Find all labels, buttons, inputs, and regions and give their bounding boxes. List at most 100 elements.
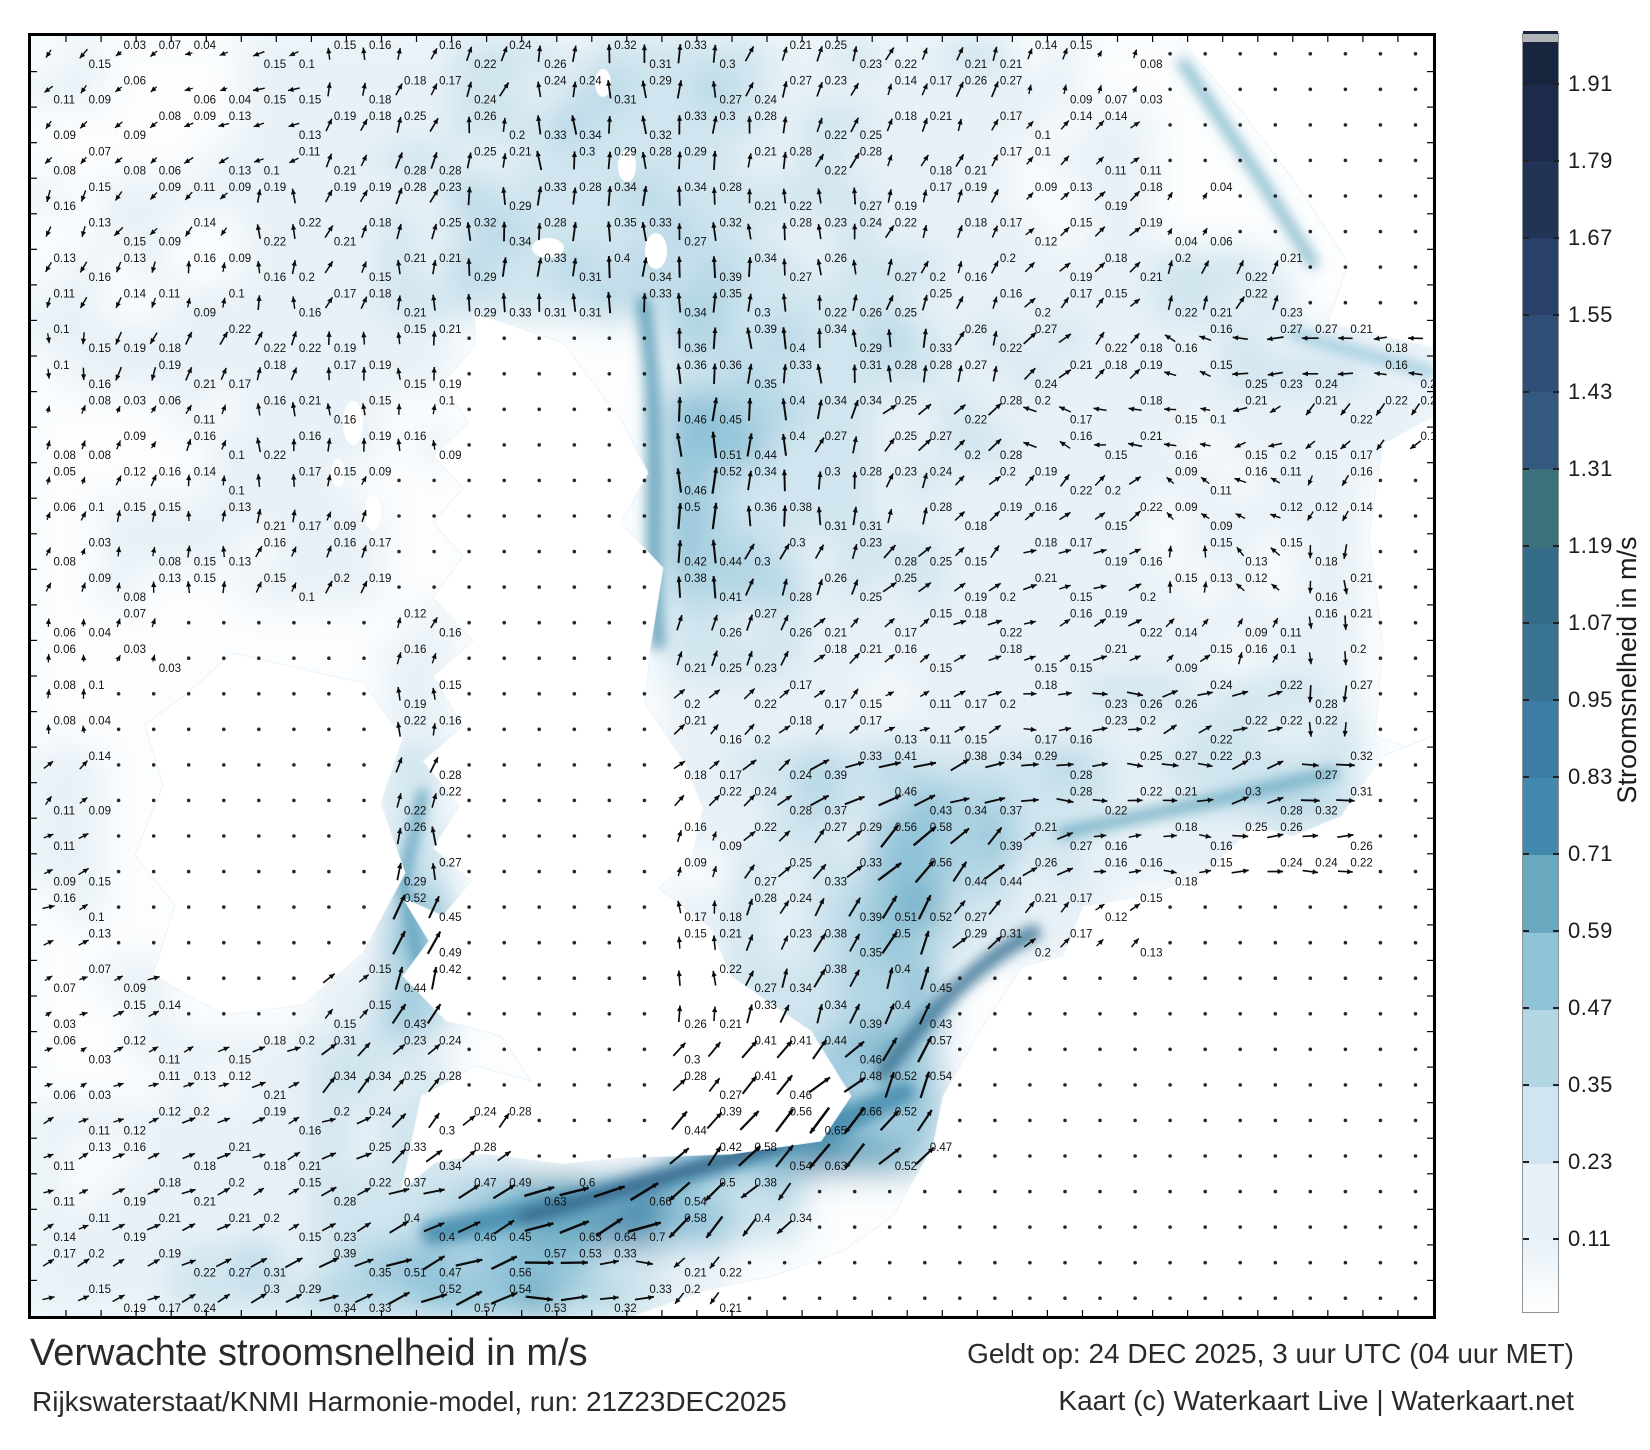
colorbar-tick-mark [1523, 776, 1529, 778]
speed-label: 0.06 [54, 502, 76, 514]
grid-dot [1098, 1296, 1102, 1300]
grid-dot [1168, 1012, 1172, 1016]
speed-label: 0.34 [684, 182, 707, 194]
grid-dot [817, 1296, 822, 1300]
speed-label: 0.09 [1175, 466, 1197, 478]
speed-label: 0.27 [825, 431, 847, 443]
grid-dot [502, 940, 507, 945]
speed-label: 0.1 [89, 502, 105, 514]
grid-dot [1133, 1012, 1137, 1016]
grid-dot [537, 1118, 541, 1123]
grid-dot [362, 620, 366, 625]
speed-label: 0.19 [334, 182, 356, 194]
speed-label: 0.25 [439, 218, 461, 230]
speed-label: 0.21 [720, 929, 742, 941]
speed-label: 0.34 [755, 466, 778, 478]
grid-dot [1413, 158, 1418, 163]
speed-label: 0.2 [229, 1178, 245, 1190]
speed-label: 0.11 [54, 94, 76, 106]
grid-dot [1343, 123, 1348, 127]
grid-dot [1413, 1083, 1418, 1087]
grid-dot [537, 834, 541, 838]
speed-label: 0.1 [89, 912, 105, 924]
grid-dot [151, 940, 156, 945]
speed-label: 0.26 [825, 253, 847, 265]
grid-dot [1063, 1012, 1067, 1016]
grid-dot [1378, 656, 1383, 660]
speed-label: 0.18 [1140, 343, 1162, 355]
speed-label: 0.07 [159, 40, 181, 52]
speed-label: 0.38 [684, 573, 706, 585]
speed-label: 0.13 [54, 253, 76, 265]
speed-label: 0.21 [194, 1197, 216, 1209]
grid-dot [1238, 1225, 1242, 1229]
speed-label: 0.35 [614, 218, 636, 230]
grid-dot [1413, 549, 1418, 554]
speed-label: 0.31 [1350, 786, 1372, 798]
speed-label: 0.23 [439, 182, 461, 194]
speed-label: 0.23 [860, 59, 882, 71]
grid-dot [1098, 1225, 1102, 1229]
grid-dot [1343, 265, 1348, 269]
speed-label: 0.12 [1245, 573, 1267, 585]
speed-label: 0.08 [54, 715, 76, 727]
speed-label: 0.16 [1035, 502, 1057, 514]
speed-label: 0.15 [264, 573, 286, 585]
grid-dot [537, 763, 541, 767]
speed-label: 0.15 [1035, 663, 1057, 675]
grid-dot [186, 834, 191, 838]
grid-dot [1133, 1189, 1137, 1194]
speed-label: 0.15 [930, 609, 952, 621]
colorbar-tick-mark [1553, 1238, 1559, 1240]
speed-label: 0.22 [720, 786, 742, 798]
speed-label: 0.12 [1315, 502, 1337, 514]
speed-label: 0.16 [684, 822, 706, 834]
colorbar-tick-mark [1523, 391, 1529, 393]
speed-label: 0.24 [439, 1035, 462, 1047]
grid-dot [642, 1118, 647, 1123]
grid-dot [852, 1225, 857, 1229]
speed-label: 0.18 [965, 218, 987, 230]
speed-label: 0.08 [89, 450, 111, 462]
colorbar-tick-mark [1553, 1084, 1559, 1086]
speed-label: 0.2 [1280, 450, 1296, 462]
speed-label: 0.09 [159, 237, 181, 249]
grid-dot [572, 1083, 577, 1087]
speed-label: 0.27 [790, 75, 812, 87]
speed-label: 0.29 [614, 146, 636, 158]
grid-dot [1343, 52, 1348, 56]
grid-dot [257, 976, 261, 980]
grid-dot [362, 869, 366, 874]
grid-dot [572, 1047, 577, 1052]
speed-label: 0.14 [89, 751, 112, 763]
grid-dot [1238, 1260, 1242, 1265]
grid-dot [502, 336, 507, 341]
grid-dot [642, 940, 647, 945]
speed-label: 0.27 [1175, 751, 1197, 763]
grid-dot [887, 1189, 892, 1194]
speed-label: 0.21 [509, 146, 531, 158]
grid-dot [1413, 1225, 1418, 1229]
speed-label: 0.33 [369, 1303, 391, 1315]
colorbar-axis-label-text: Stroomsnelheid in m/s [1612, 536, 1642, 804]
speed-label: 0.15 [124, 1000, 146, 1012]
grid-dot [1378, 798, 1383, 803]
grid-dot [1133, 1225, 1137, 1229]
speed-label: 0.22 [1140, 628, 1162, 640]
grid-dot [1273, 123, 1278, 127]
grid-dot [116, 727, 121, 732]
grid-dot [572, 478, 577, 483]
speed-label: 0.28 [579, 182, 601, 194]
grid-dot [993, 976, 997, 980]
speed-label: 0.39 [825, 770, 847, 782]
colorbar-tick-mark [1523, 545, 1529, 547]
speed-label: 0.07 [54, 983, 76, 995]
speed-label: 0.28 [790, 146, 812, 158]
speed-label: 0.25 [860, 130, 882, 142]
speed-label: 0.54 [509, 1284, 532, 1296]
speed-label: 0.07 [1105, 94, 1127, 106]
speed-label: 0.28 [439, 1071, 461, 1083]
grid-dot [817, 1260, 822, 1265]
speed-label: 0.28 [404, 182, 426, 194]
